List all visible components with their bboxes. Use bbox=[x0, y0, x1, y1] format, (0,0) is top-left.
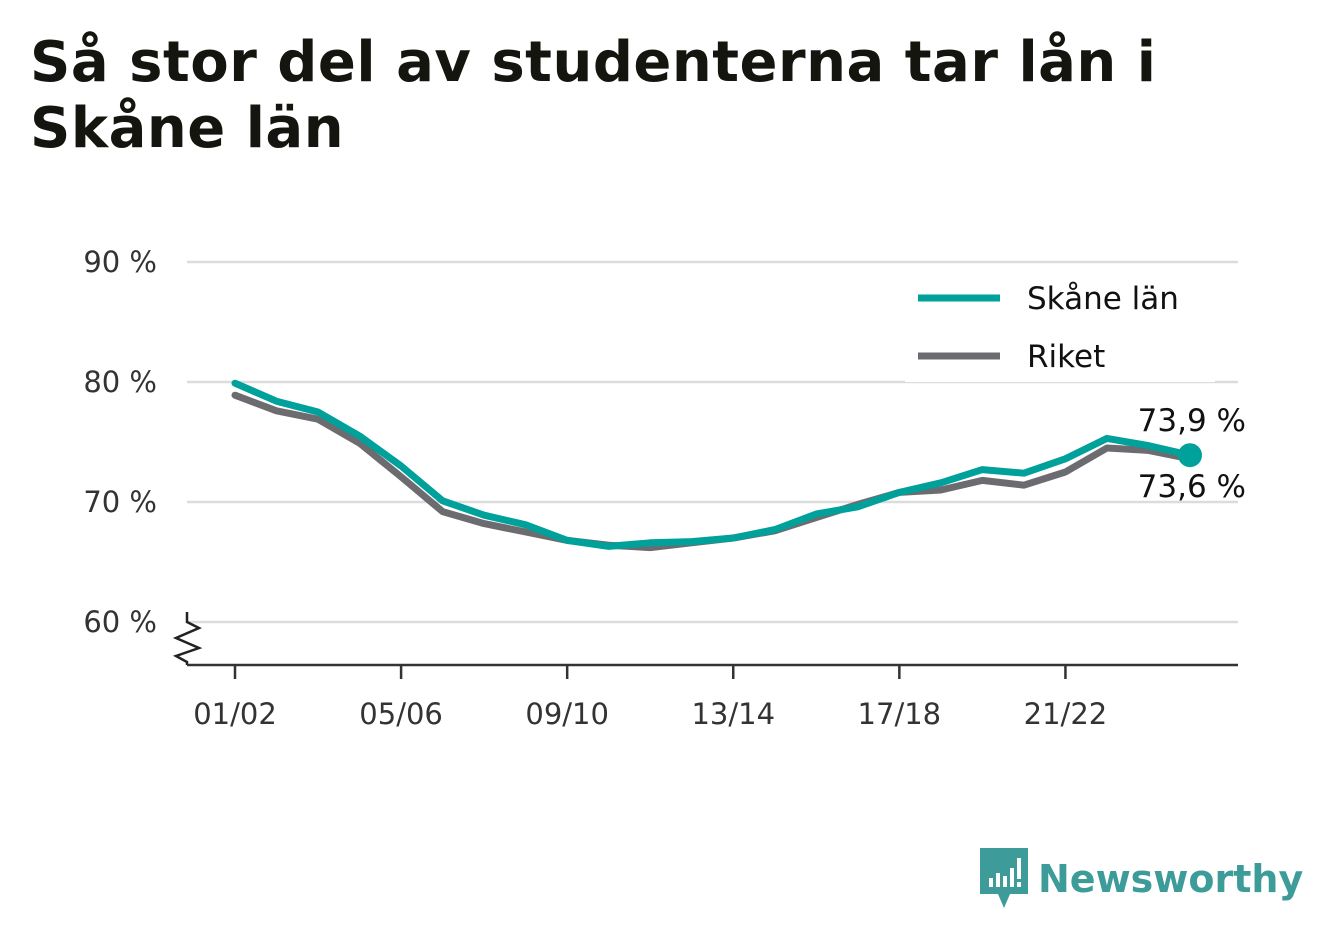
legend-label: Riket bbox=[1027, 339, 1105, 375]
legend-background bbox=[905, 270, 1215, 382]
x-tick-label: 01/02 bbox=[193, 697, 277, 731]
end-value-label: 73,9 % bbox=[1138, 403, 1246, 439]
x-tick-label: 05/06 bbox=[359, 697, 443, 731]
y-tick-label: 90 % bbox=[83, 245, 157, 279]
axis-break-icon bbox=[172, 612, 203, 665]
series-line-skane bbox=[231, 379, 1194, 550]
end-value-label: 73,6 % bbox=[1138, 469, 1246, 505]
end-point-marker bbox=[1178, 443, 1202, 468]
y-tick-label: 70 % bbox=[83, 485, 157, 519]
brand-logo: Newsworthy bbox=[980, 848, 1303, 910]
end-labels: 73,9 % 73,6 % bbox=[1138, 403, 1246, 505]
series-line-riket bbox=[231, 391, 1194, 552]
x-tick-label: 21/22 bbox=[1024, 697, 1108, 731]
series-lines bbox=[231, 379, 1202, 552]
legend-label: Skåne län bbox=[1027, 281, 1179, 317]
newsworthy-logo-icon bbox=[980, 848, 1028, 908]
brand-name: Newsworthy bbox=[1038, 857, 1304, 901]
legend: Skåne län Riket bbox=[905, 270, 1215, 382]
y-tick-label: 80 % bbox=[83, 365, 157, 399]
x-axis: 01/02 05/06 09/10 13/14 17/18 21/22 bbox=[187, 663, 1238, 731]
chart-title: Så stor del av studenterna tar lån i Skå… bbox=[30, 30, 1157, 161]
x-tick-label: 09/10 bbox=[525, 697, 609, 731]
y-axis: 60 % 70 % 80 % 90 % bbox=[83, 245, 203, 665]
x-tick-label: 13/14 bbox=[691, 697, 775, 731]
y-tick-label: 60 % bbox=[83, 605, 157, 639]
x-tick-label: 17/18 bbox=[858, 697, 942, 731]
